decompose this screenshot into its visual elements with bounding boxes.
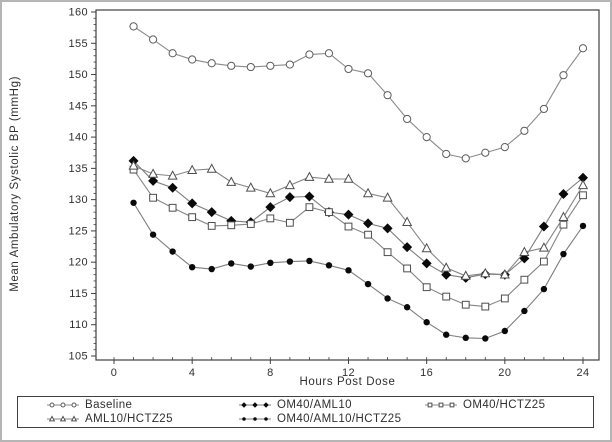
svg-text:125: 125: [68, 225, 88, 237]
legend-marker-baseline: [47, 402, 79, 408]
svg-text:4: 4: [189, 367, 196, 379]
svg-text:130: 130: [68, 194, 88, 206]
x-axis-title: Hours Post Dose: [299, 376, 396, 388]
svg-text:155: 155: [68, 38, 88, 50]
legend-label: OM40/AML10/HCTZ25: [277, 413, 402, 425]
legend-item-baseline: Baseline: [46, 398, 238, 412]
svg-text:105: 105: [68, 351, 88, 363]
svg-text:135: 135: [68, 163, 88, 175]
plot-svg: 105 110 115 120 125 130 135 140 145 150 155 160 0 4 8 1…: [68, 7, 600, 380]
svg-text:20: 20: [498, 367, 511, 379]
legend-item-om40-aml10: OM40/AML10: [238, 398, 424, 412]
svg-text:150: 150: [68, 69, 88, 81]
legend-item-om40-hctz25: OM40/HCTZ25: [424, 398, 593, 412]
series-om40-aml10-hctz25: [130, 199, 587, 342]
series-baseline: [129, 22, 588, 163]
svg-text:115: 115: [69, 288, 88, 300]
legend-label: OM40/HCTZ25: [463, 399, 546, 411]
series-aml10-hctz25: [128, 160, 589, 280]
svg-text:0: 0: [111, 367, 118, 379]
axes: 105 110 115 120 125 130 135 140 145 150 155 160 0 4 8 1…: [68, 7, 589, 380]
legend-item-aml10-hctz25: AML10/HCTZ25: [46, 412, 238, 426]
svg-text:8: 8: [267, 367, 274, 379]
plot-frame: [95, 9, 600, 361]
svg-text:145: 145: [68, 100, 88, 112]
legend-label: Baseline: [85, 399, 133, 411]
legend-marker-om40-aml10: [239, 402, 271, 408]
legend-label: AML10/HCTZ25: [85, 413, 173, 425]
svg-text:110: 110: [69, 319, 88, 331]
legend-label: OM40/AML10: [277, 399, 352, 411]
legend: Baseline OM40/AML10 OM40/HCTZ25 AML10/HC…: [17, 396, 594, 428]
legend-item-om40-aml10-hctz25: OM40/AML10/HCTZ25: [238, 412, 424, 426]
svg-text:16: 16: [420, 367, 433, 379]
svg-text:24: 24: [576, 367, 589, 379]
legend-marker-om40-aml10-hctz25: [239, 417, 271, 421]
svg-text:12: 12: [342, 367, 355, 379]
svg-text:120: 120: [68, 257, 88, 269]
svg-text:160: 160: [68, 7, 88, 19]
svg-text:140: 140: [68, 132, 88, 144]
series-om40-hctz25: [129, 165, 587, 311]
legend-marker-aml10-hctz25: [47, 415, 79, 422]
legend-marker-om40-hctz25: [425, 402, 457, 408]
